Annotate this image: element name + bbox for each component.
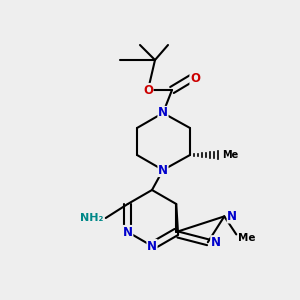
Text: N: N xyxy=(123,226,133,238)
Text: N: N xyxy=(158,106,168,119)
Text: NH₂: NH₂ xyxy=(80,213,104,223)
Text: O: O xyxy=(143,83,153,97)
Text: O: O xyxy=(190,71,200,85)
Text: N: N xyxy=(158,164,168,176)
Text: N: N xyxy=(211,236,221,249)
Text: Me: Me xyxy=(238,233,256,243)
Text: Me: Me xyxy=(222,150,238,160)
Text: N: N xyxy=(227,210,237,223)
Text: N: N xyxy=(147,239,157,253)
